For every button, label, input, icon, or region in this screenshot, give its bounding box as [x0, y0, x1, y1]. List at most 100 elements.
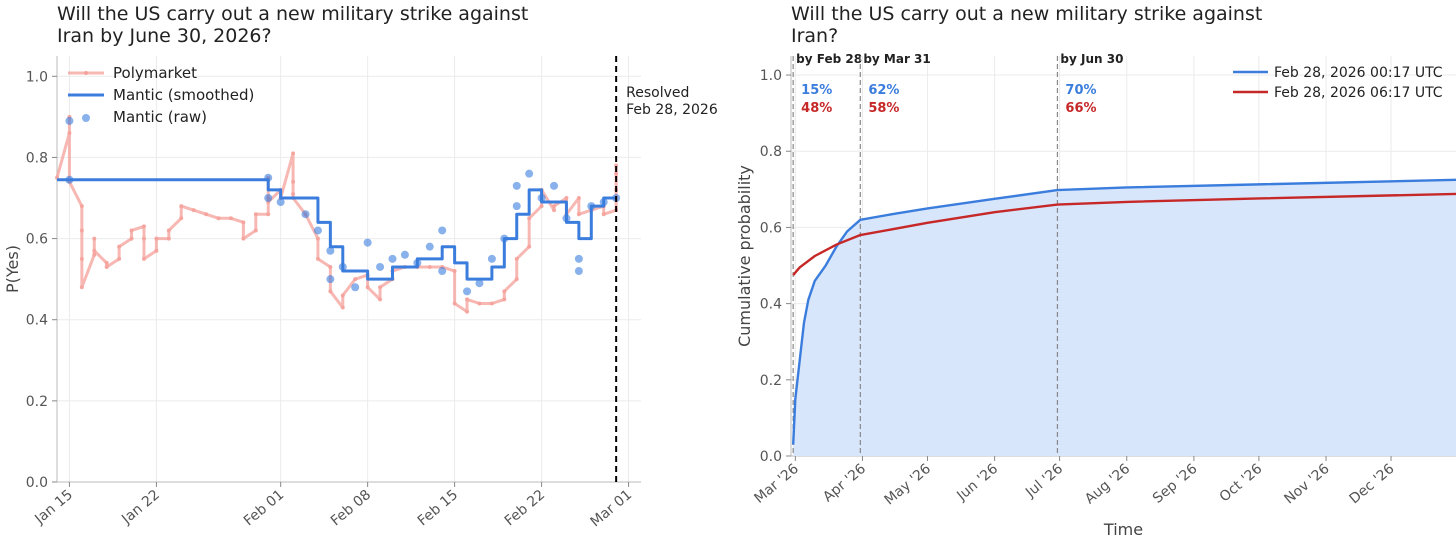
polymarket-line	[55, 115, 618, 314]
mantic-raw-point	[388, 254, 397, 263]
polymarket-point	[291, 191, 296, 196]
polymarket-point	[79, 228, 84, 233]
mantic-raw-point	[413, 258, 422, 267]
horizon-value-series-1: 62%	[868, 83, 899, 98]
polymarket-point	[154, 248, 159, 253]
polymarket-point	[241, 220, 246, 225]
mantic-raw-point	[487, 254, 496, 263]
polymarket-point	[552, 208, 557, 213]
y-tick-label: 0.6	[760, 220, 782, 236]
mantic-raw-point	[587, 202, 596, 211]
polymarket-point	[92, 252, 97, 257]
y-tick-label: 0.2	[26, 394, 48, 410]
horizon-marker-label: by Feb 28	[796, 52, 862, 66]
right-chart-title: Will the US carry out a new military str…	[791, 3, 1263, 47]
polymarket-point	[79, 256, 84, 261]
mantic-raw-point	[438, 226, 447, 235]
resolved-annotation: Resolved Feb 28, 2026	[626, 85, 718, 118]
x-tick-label: Nov '26	[1281, 461, 1332, 508]
polymarket-point	[552, 204, 557, 209]
polymarket-point	[166, 228, 171, 233]
polymarket-point	[241, 236, 246, 241]
mantic-raw-point	[276, 198, 285, 207]
polymarket-point	[452, 301, 457, 306]
mantic-raw-point	[463, 287, 472, 296]
mantic-raw-point	[574, 267, 583, 276]
polymarket-point	[378, 285, 383, 290]
polymarket-point	[129, 228, 134, 233]
legend-polymarket-marker	[84, 71, 88, 75]
x-tick-label: Dec '26	[1347, 461, 1398, 508]
horizon-marker-label: by Jun 30	[1060, 52, 1123, 66]
polymarket-point	[291, 179, 296, 184]
x-tick-label: Mar '26	[751, 461, 802, 507]
polymarket-point	[576, 196, 581, 200]
polymarket-point	[104, 260, 109, 265]
left-chart-title: Will the US carry out a new military str…	[57, 3, 529, 47]
mantic-raw-point	[574, 254, 583, 263]
x-tick-label: Mar 01	[588, 487, 636, 531]
mantic-raw-point	[65, 175, 74, 184]
polymarket-point	[154, 236, 159, 241]
polymarket-point	[353, 277, 358, 282]
polymarket-point	[315, 236, 320, 241]
polymarket-point	[514, 256, 519, 261]
mantic-raw-point	[351, 283, 360, 292]
legend-raw-marker	[82, 114, 90, 122]
x-tick-label: Feb 22	[502, 487, 548, 530]
polymarket-point	[601, 212, 606, 217]
x-tick-label: Feb 15	[415, 487, 461, 530]
polymarket-point	[514, 277, 519, 282]
polymarket-point	[179, 204, 184, 209]
polymarket-point	[191, 208, 196, 213]
polymarket-point	[117, 256, 122, 261]
resolved-annotation-line: Resolved	[626, 85, 689, 101]
left-legend: Polymarket Mantic (smoothed) Mantic (raw)	[68, 64, 254, 126]
mantic-raw-point	[512, 181, 521, 190]
polymarket-point	[104, 264, 109, 269]
mantic-raw-point	[425, 242, 434, 251]
x-tick-label: Jan 15	[31, 487, 76, 528]
polymarket-point	[315, 256, 320, 261]
horizon-value-series-2: 66%	[1065, 101, 1096, 116]
mantic-raw-point	[562, 214, 571, 223]
polymarket-point	[79, 285, 84, 290]
x-tick-label: Jan 22	[118, 487, 163, 528]
x-tick-label: May '26	[882, 461, 935, 509]
polymarket-point	[527, 244, 532, 249]
mantic-raw-point	[500, 234, 509, 243]
mantic-raw-point	[313, 226, 322, 235]
polymarket-point	[228, 216, 233, 221]
mantic-raw-point	[264, 173, 273, 182]
mantic-raw-point	[65, 116, 74, 125]
legend-series-2-label: Feb 28, 2026 06:17 UTC	[1274, 85, 1443, 101]
x-tick-label: Aug '26	[1082, 461, 1133, 508]
horizon-value-series-2: 48%	[801, 101, 832, 116]
legend-raw-label: Mantic (raw)	[113, 108, 207, 126]
x-axis-label: Time	[1103, 520, 1143, 539]
horizon-marker-label: by Mar 31	[863, 52, 930, 66]
polymarket-point	[427, 264, 432, 269]
polymarket-point	[502, 289, 507, 294]
y-tick-label: 0.4	[26, 313, 48, 329]
right-legend: Feb 28, 2026 00:17 UTC Feb 28, 2026 06:17…	[1233, 65, 1443, 101]
polymarket-point	[92, 236, 97, 241]
mantic-raw-point	[301, 210, 310, 219]
y-tick-label: 0.0	[760, 449, 782, 465]
polymarket-point	[67, 131, 72, 136]
polymarket-point	[216, 216, 221, 221]
y-axis-label: P(Yes)	[3, 245, 22, 293]
x-tick-label: Oct '26	[1217, 461, 1266, 506]
polymarket-point	[141, 236, 146, 241]
polymarket-point	[179, 216, 184, 221]
y-tick-label: 0.0	[26, 475, 48, 491]
mantic-raw-point	[400, 250, 409, 259]
resolved-annotation-line: Feb 28, 2026	[626, 102, 718, 118]
horizon-value-series-1: 70%	[1065, 83, 1096, 98]
polymarket-point	[465, 297, 470, 302]
polymarket-point	[253, 228, 258, 233]
polymarket-point	[340, 305, 345, 310]
polymarket-point	[92, 248, 97, 253]
mantic-raw-point	[264, 194, 273, 202]
